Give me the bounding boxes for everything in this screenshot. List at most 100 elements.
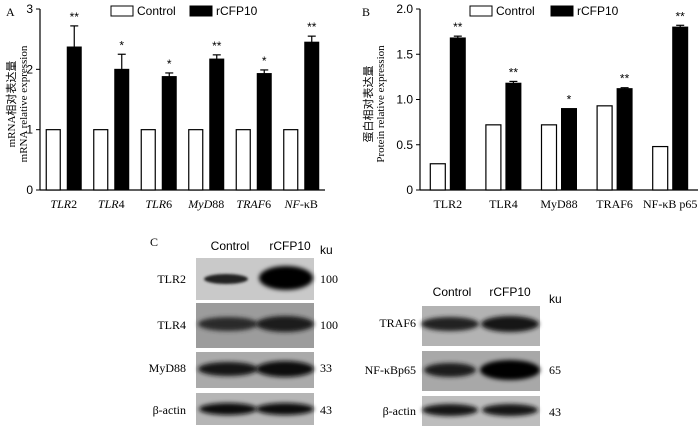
chart-b-legend-swatch-rcfp10 [550, 5, 574, 17]
chart-a-bar-control [188, 129, 204, 191]
blot-right-label-nfkb: NF-κBp65 [365, 363, 416, 377]
chart-b-y-tick-label: 2.0 [396, 2, 413, 16]
chart-a-significance-mark: ** [307, 20, 317, 34]
chart-b-significance-mark: ** [676, 9, 686, 23]
chart-b-y-tick-label: 1.0 [396, 93, 413, 107]
chart-b-x-tick-label: NF-κB p65 [643, 197, 697, 211]
blot-left-label-tlr4: TLR4 [157, 318, 186, 332]
chart-a-bar-rcfp10 [304, 41, 320, 191]
chart-b-bar-control [596, 105, 613, 191]
blot-right-header-control: Control [433, 285, 472, 299]
chart-b-legend-swatch-control [469, 5, 493, 17]
chart-a-bar-rcfp10 [209, 58, 225, 191]
chart-a-x-tick-label: TLR2 [50, 197, 77, 211]
chart-b-bar-rcfp10 [505, 82, 522, 191]
chart-b-significance-mark: ** [509, 65, 519, 79]
chart-a-y-tick-label: 1 [26, 123, 33, 137]
chart-b-y-tick-label: 0.5 [396, 138, 413, 152]
chart-b-y-tick-label: 1.5 [396, 47, 413, 61]
blot-right-kd-nfkb: 65 [549, 363, 561, 377]
chart-a-y-tick-label: 2 [26, 62, 33, 76]
chart-a: mRNA相对表达量 mRNA relative expression Contr… [4, 2, 325, 211]
chart-a-bar-rcfp10 [256, 73, 272, 191]
blot-left-label-myd88: MyD88 [149, 361, 186, 375]
chart-a-legend-swatch-control [110, 5, 134, 17]
blot-band-tlr2-rcfp10 [259, 266, 313, 290]
blot-band-bactin-left-control [199, 403, 257, 415]
chart-b-x-tick-label: TLR2 [433, 197, 462, 211]
blot-band-myd88-rcfp10 [256, 361, 314, 377]
chart-a-ylabel-en: mRNA relative expression [18, 45, 30, 162]
panel-b-letter: B [362, 5, 370, 19]
chart-b-x-tick-label: TRAF6 [596, 197, 633, 211]
blot-right-kd-bactin: 43 [549, 405, 561, 419]
chart-a-y-tick-label: 0 [26, 183, 33, 197]
chart-b-bar-rcfp10 [449, 37, 466, 191]
blot-band-nfkb-control [424, 363, 476, 377]
chart-a-y-tick-label: 3 [26, 2, 33, 16]
chart-a-bar-control [45, 129, 61, 191]
chart-a-bar-rcfp10 [114, 68, 130, 191]
chart-a-significance-mark: ** [70, 10, 80, 24]
blot-left-label-bactin: β-actin [153, 403, 186, 417]
panel-a-letter: A [6, 5, 15, 19]
chart-a-significance-mark: ** [212, 39, 222, 53]
blot-band-nfkb-rcfp10 [480, 360, 540, 380]
chart-b-significance-mark: ** [453, 20, 463, 34]
blot-right: Control rCFP10 ku TRAF6 NF-κBp65 β-actin… [365, 285, 562, 426]
blot-left-kd-tlr4: 100 [320, 318, 338, 332]
chart-b-ylabel-en: Protein relative expression [375, 45, 387, 163]
chart-b-y-tick-label: 0 [406, 183, 413, 197]
chart-a-x-tick-label: TLR6 [145, 197, 172, 211]
chart-b-x-tick-label: MyD88 [540, 197, 577, 211]
chart-b-bar-rcfp10 [616, 88, 633, 191]
chart-b-bar-control [652, 145, 669, 191]
chart-b-bar-control [485, 124, 502, 191]
blot-right-label-traf6: TRAF6 [379, 316, 416, 330]
chart-a-bar-rcfp10 [66, 46, 82, 191]
blot-band-myd88-control [198, 362, 258, 376]
blot-left-label-tlr2: TLR2 [157, 272, 186, 286]
chart-a-legend-label-control: Control [137, 4, 176, 18]
chart-a-x-tick-label: MyD88 [187, 197, 224, 211]
blot-band-tlr2-control [204, 274, 248, 284]
chart-b-legend-label-rcfp10: rCFP10 [577, 4, 619, 18]
chart-b-significance-mark: ** [620, 72, 630, 86]
chart-b-significance-mark: * [567, 93, 572, 107]
blot-right-label-bactin: β-actin [383, 404, 416, 418]
blot-left-kd-myd88: 33 [320, 361, 332, 375]
blot-band-bactin-left-rcfp10 [256, 403, 314, 415]
chart-a-bar-control [140, 129, 156, 191]
chart-b-x-tick-label: TLR4 [489, 197, 518, 211]
chart-a-bar-control [93, 129, 109, 191]
chart-a-x-tick-label: NF-κB [284, 197, 318, 211]
chart-b-ylabel-cn: 蛋白相对表达量 [361, 66, 375, 143]
chart-b-legend: Control rCFP10 [469, 4, 619, 18]
chart-b-legend-label-control: Control [496, 4, 535, 18]
chart-a-bar-control [235, 129, 251, 191]
chart-a-significance-mark: * [167, 57, 172, 71]
blot-band-bactin-right-control [422, 404, 478, 416]
blot-left-header-rcfp10: rCFP10 [269, 239, 311, 253]
blot-left-kd-bactin: 43 [320, 403, 332, 417]
chart-b-bar-control [540, 124, 558, 191]
blot-band-traf6-control [421, 317, 479, 331]
blot-right-header-rcfp10: rCFP10 [489, 285, 531, 299]
blot-band-traf6-rcfp10 [481, 316, 539, 332]
chart-b-bar-rcfp10 [672, 26, 689, 191]
blot-left-kd-tlr2: 100 [320, 272, 338, 286]
chart-a-legend: Control rCFP10 [110, 4, 258, 18]
chart-b-bar-control [429, 163, 446, 191]
blot-left-unit: ku [320, 243, 333, 257]
blot-band-bactin-right-rcfp10 [482, 404, 538, 416]
chart-a-bar-control [283, 129, 299, 191]
blot-band-tlr4-control [198, 317, 258, 331]
chart-a-ylabel-cn: mRNA相对表达量 [4, 61, 18, 148]
blot-band-tlr4-rcfp10 [256, 316, 314, 332]
blot-left-header-control: Control [211, 239, 250, 253]
chart-b-bar-rcfp10 [561, 108, 577, 191]
blot-left: Control rCFP10 ku TLR2 TLR4 MyD88 β-acti… [149, 239, 338, 425]
chart-a-significance-mark: * [119, 38, 124, 52]
chart-a-x-tick-label: TRAF6 [236, 197, 271, 211]
